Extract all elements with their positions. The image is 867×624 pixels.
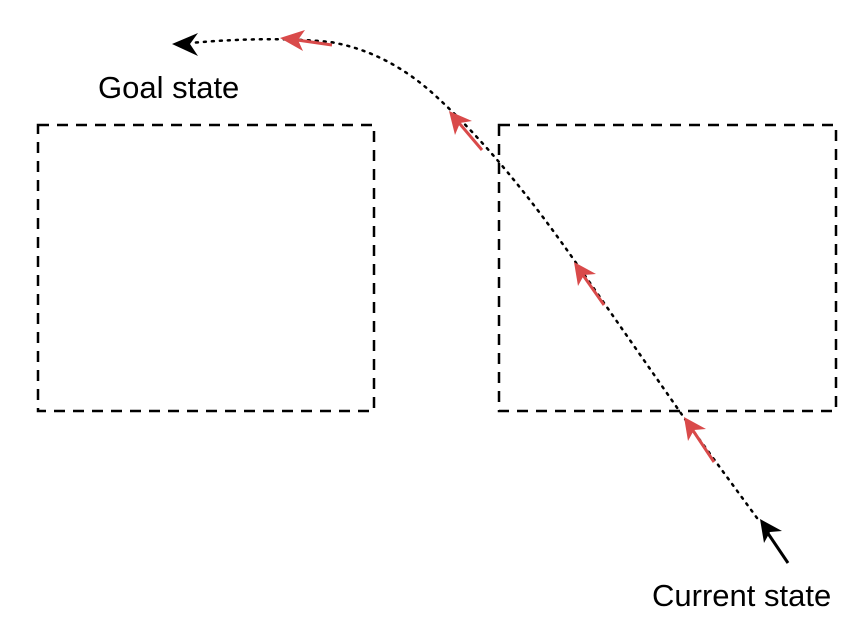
step-arrow-1	[684, 417, 716, 463]
step-arrow-3	[449, 111, 484, 151]
arrowhead-icon	[760, 519, 782, 543]
arrow-icon	[449, 111, 472, 135]
current-state-label: Current state	[652, 578, 832, 613]
goal-state-arrow	[172, 33, 198, 56]
step-arrow-2	[574, 262, 606, 306]
current-state-arrow	[760, 519, 790, 564]
arrowhead-icon	[172, 33, 198, 56]
goal-state-label: Goal state	[98, 70, 240, 105]
step-arrow-4	[280, 30, 333, 51]
arrow-icon	[280, 30, 305, 51]
trajectory-path	[188, 38, 759, 520]
left-region-box	[36, 123, 376, 413]
arrow-icon	[684, 417, 706, 441]
right-region-box	[497, 123, 838, 413]
arrow-icon	[574, 262, 596, 286]
